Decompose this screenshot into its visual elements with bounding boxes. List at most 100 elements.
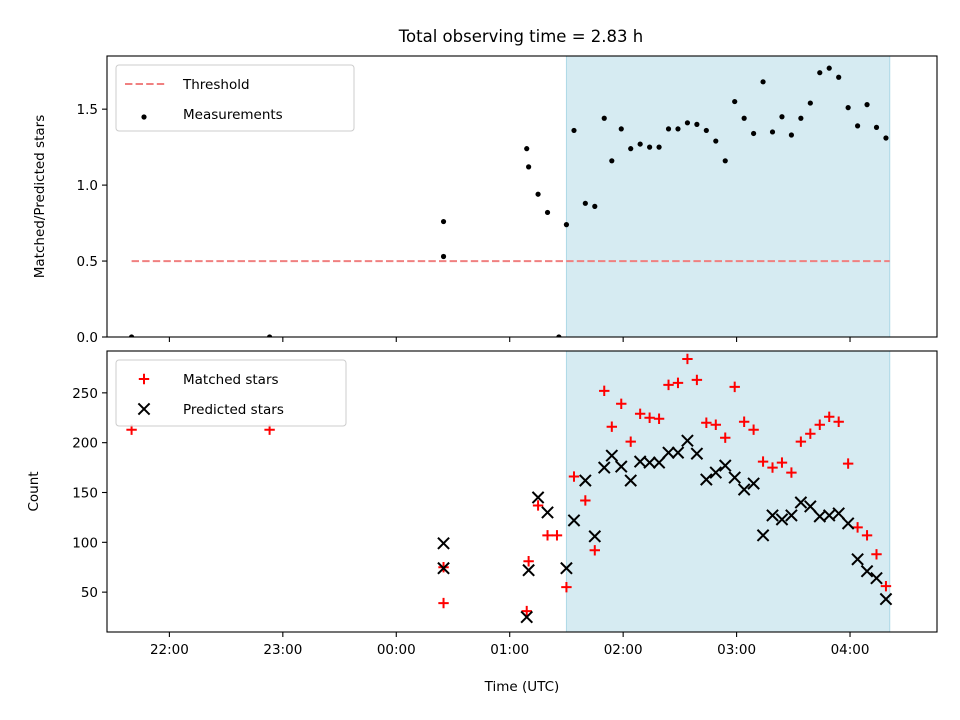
matched-stars-point bbox=[551, 530, 563, 541]
measurements-point bbox=[741, 115, 747, 121]
predicted-stars-legend-label: Predicted stars bbox=[183, 402, 284, 418]
matched-stars-point bbox=[795, 436, 807, 447]
y-tick-label: 150 bbox=[72, 485, 98, 501]
matched-stars-point bbox=[757, 456, 769, 467]
matched-stars-point bbox=[532, 500, 544, 511]
measurements-point bbox=[769, 129, 776, 135]
measurements-point bbox=[760, 79, 766, 85]
predicted-stars-point bbox=[437, 561, 450, 575]
y-tick-label: 0.5 bbox=[77, 254, 98, 270]
x-tick-label: 00:00 bbox=[377, 642, 416, 658]
predicted-stars-point bbox=[643, 456, 656, 469]
predicted-stars-point bbox=[652, 456, 666, 469]
measurements-point bbox=[665, 126, 672, 132]
measurements-point bbox=[524, 146, 530, 152]
y-axis-label: Matched/Predicted stars bbox=[32, 115, 48, 278]
measurements-point bbox=[656, 144, 662, 150]
measurements-point bbox=[732, 98, 738, 105]
matched-stars-point bbox=[568, 471, 580, 482]
matched-stars-point bbox=[880, 580, 892, 592]
measurements-point bbox=[647, 144, 653, 150]
predicted-stars-point bbox=[522, 563, 535, 577]
measurements-point bbox=[873, 124, 880, 130]
measurements-point bbox=[544, 209, 551, 216]
predicted-stars-point bbox=[614, 460, 628, 473]
predicted-stars-point bbox=[541, 506, 554, 519]
measurements-point bbox=[703, 127, 709, 134]
measurements-point bbox=[779, 114, 785, 120]
matched-stars-point bbox=[776, 457, 788, 468]
predicted-stars-point bbox=[671, 446, 685, 459]
predicted-stars-point bbox=[737, 483, 751, 496]
y-tick-label: 200 bbox=[72, 436, 98, 452]
predicted-stars-point bbox=[579, 474, 592, 487]
measurements-point bbox=[592, 203, 598, 209]
ratio-panel: 0.0 0.5 1.0 1.5 Matched/Predicted stars Thres… bbox=[32, 55, 938, 346]
measurements-point bbox=[440, 253, 447, 260]
matched-stars-point bbox=[720, 432, 731, 443]
matched-stars-point bbox=[438, 597, 449, 609]
threshold-legend-label: Threshold bbox=[182, 77, 250, 93]
predicted-stars-point bbox=[605, 449, 619, 462]
predicted-stars-point bbox=[624, 474, 638, 487]
measurements-point bbox=[535, 191, 541, 197]
plot-area bbox=[128, 65, 890, 337]
matched-stars-point bbox=[561, 581, 572, 593]
x-axis-label: Time (UTC) bbox=[484, 679, 560, 695]
predicted-stars-point bbox=[728, 471, 742, 484]
predicted-stars-point bbox=[662, 446, 675, 459]
chart-title: Total observing time = 2.83 h bbox=[398, 27, 643, 46]
matched-stars-legend-label: Matched stars bbox=[183, 372, 279, 388]
predicted-stars-point bbox=[832, 507, 845, 520]
matched-stars-point bbox=[805, 428, 816, 439]
matched-stars-point bbox=[842, 458, 854, 469]
predicted-stars-point bbox=[588, 530, 602, 543]
y-axis-label: Count bbox=[26, 471, 42, 511]
predicted-stars-legend-marker bbox=[137, 402, 151, 416]
measurements-point bbox=[798, 115, 804, 121]
predicted-stars-point bbox=[520, 610, 534, 624]
matched-stars-point bbox=[653, 413, 665, 424]
matched-stars-point bbox=[672, 377, 684, 389]
matched-stars-point bbox=[625, 436, 636, 447]
matched-stars-point bbox=[861, 530, 873, 541]
predicted-stars-point bbox=[747, 477, 760, 490]
matched-stars-point bbox=[542, 530, 553, 541]
axes-frame bbox=[106, 350, 938, 633]
matched-stars-point bbox=[767, 462, 778, 473]
predicted-stars-point bbox=[860, 564, 874, 578]
measurements-point bbox=[845, 105, 851, 111]
legend-box bbox=[115, 359, 347, 427]
shaded-region bbox=[565, 350, 891, 633]
y-tick-label: 1.5 bbox=[77, 102, 98, 118]
matched-stars-point bbox=[523, 556, 534, 567]
axes-frame bbox=[106, 55, 938, 338]
matched-stars-point bbox=[580, 495, 591, 506]
matched-stars-point bbox=[871, 549, 882, 560]
predicted-stars-point bbox=[879, 592, 893, 606]
x-tick-label: 01:00 bbox=[490, 642, 529, 658]
predicted-stars-point bbox=[851, 552, 864, 566]
measurements-point bbox=[563, 222, 570, 228]
measurements-point bbox=[817, 70, 823, 76]
predicted-stars-point bbox=[870, 571, 883, 585]
predicted-stars-point bbox=[700, 473, 713, 486]
matched-stars-point bbox=[606, 421, 618, 432]
measurements-point bbox=[826, 65, 832, 71]
predicted-stars-point bbox=[437, 537, 450, 550]
matched-stars-point bbox=[691, 374, 703, 386]
count-panel: 22:00 23:00 00:00 01:00 02:00 03:00 04:00 50 100… bbox=[26, 350, 938, 695]
measurements-point bbox=[864, 102, 870, 108]
y-tick-label: 1.0 bbox=[77, 178, 98, 194]
matched-stars-point bbox=[682, 353, 693, 365]
y-tick-label: 100 bbox=[72, 535, 98, 551]
predicted-stars-point bbox=[841, 517, 855, 530]
measurements-point bbox=[684, 120, 691, 126]
measurements-point bbox=[722, 158, 728, 164]
x-tick-label: 23:00 bbox=[263, 642, 302, 658]
matched-stars-point bbox=[663, 379, 674, 391]
measurements-point bbox=[601, 115, 607, 121]
matched-stars-point bbox=[824, 411, 835, 422]
predicted-stars-point bbox=[794, 496, 808, 509]
